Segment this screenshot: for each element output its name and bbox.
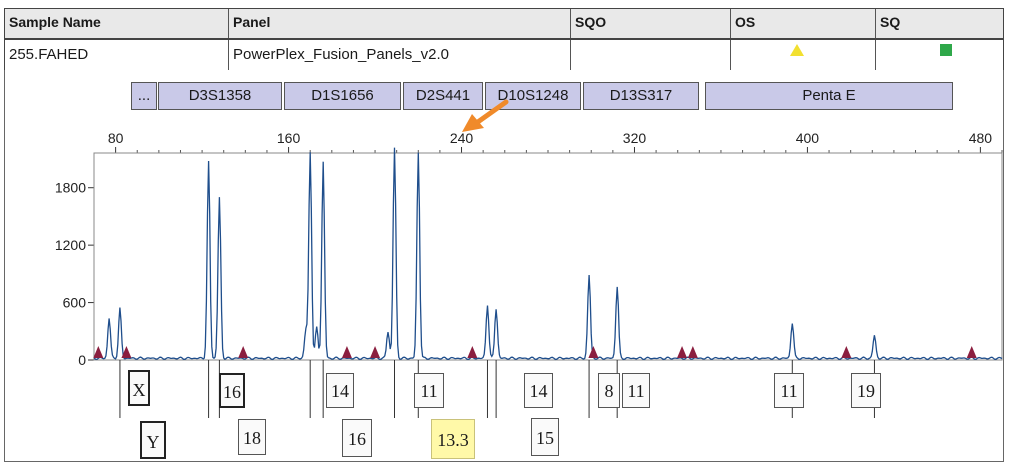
size-standard-triangle-icon [841, 346, 852, 358]
column-header-sqo[interactable]: SQO [571, 9, 731, 38]
allele-call-box[interactable]: 13.3 [431, 419, 475, 459]
orange-arrow-icon [462, 99, 509, 132]
allele-call-box[interactable]: 18 [238, 419, 266, 455]
marker-label: D2S441 [415, 87, 471, 104]
size-standard-triangle-icon [467, 346, 478, 358]
y-axis: 0 600 1200 1800 [55, 180, 94, 368]
allele-call-box[interactable]: Y [140, 421, 166, 459]
allele-call-box[interactable]: 8 [598, 373, 620, 408]
allele-call-box[interactable]: 14 [326, 373, 354, 408]
size-standard-triangle-icon [677, 346, 688, 358]
marker-more-button[interactable]: ... [131, 82, 157, 110]
allele-call-box[interactable]: 11 [622, 373, 650, 408]
x-axis: 80 160 240 320 400 480 [108, 130, 1003, 153]
series-line [93, 147, 1003, 361]
panel-cell[interactable]: PowerPlex_Fusion_Panels_v2.0 [229, 40, 571, 70]
allele-call-box[interactable]: 16 [342, 419, 372, 457]
y-tick-label: 600 [63, 295, 87, 311]
size-standard-triangle-icon [966, 346, 977, 358]
size-standard-triangle-icon [341, 346, 352, 358]
size-standard-triangle-icon [121, 346, 132, 358]
table-header-row: Sample Name Panel SQO OS SQ [5, 9, 1003, 40]
column-header-os[interactable]: OS [731, 9, 876, 38]
electropherogram-panel [4, 70, 1004, 462]
column-header-sample-name[interactable]: Sample Name [5, 9, 229, 38]
size-standard-triangle-icon [93, 346, 104, 358]
size-standard-triangle-icon [588, 346, 599, 358]
marker-label: D3S1358 [188, 87, 252, 104]
x-tick-label: 240 [450, 130, 474, 146]
allele-call-box[interactable]: 14 [524, 373, 553, 408]
sample-name-cell[interactable]: 255.FAHED [5, 40, 229, 70]
allele-call-box[interactable]: 19 [851, 373, 881, 408]
x-tick-label: 80 [108, 130, 124, 146]
marker-d1s1656[interactable]: D1S1656 [284, 82, 401, 110]
table-row[interactable]: 255.FAHED PowerPlex_Fusion_Panels_v2.0 [5, 40, 1003, 70]
plot-area [93, 152, 1003, 361]
marker-d3s1358[interactable]: D3S1358 [158, 82, 282, 110]
size-standard-triangle-icon [687, 346, 698, 358]
os-cell [731, 40, 876, 70]
marker-penta-e[interactable]: Penta E [705, 82, 953, 110]
column-header-sq[interactable]: SQ [880, 14, 901, 30]
size-standard-triangle-icon [238, 346, 249, 358]
size-standard-triangle-icon [370, 346, 381, 358]
allele-call-box[interactable]: 15 [531, 418, 559, 456]
marker-label: D13S317 [609, 87, 673, 104]
green-square-icon [940, 44, 952, 56]
marker-d2s441[interactable]: D2S441 [403, 82, 483, 110]
x-tick-label: 480 [969, 130, 993, 146]
allele-call-box[interactable]: X [128, 370, 150, 406]
sample-info-table: Sample Name Panel SQO OS SQ 255.FAHED Po… [4, 8, 1004, 70]
size-standard-markers [93, 346, 977, 358]
x-tick-label: 400 [796, 130, 820, 146]
allele-call-box[interactable]: 11 [414, 373, 444, 408]
marker-label: D1S1656 [311, 87, 374, 104]
ellipsis-icon: ... [137, 87, 151, 104]
column-header-panel[interactable]: Panel [229, 9, 571, 38]
x-tick-label: 160 [277, 130, 301, 146]
y-tick-label: 0 [78, 352, 86, 368]
sqo-cell [571, 40, 731, 70]
marker-label: D10S1248 [497, 87, 569, 104]
allele-call-box[interactable]: 16 [219, 373, 245, 408]
marker-label: Penta E [802, 87, 856, 104]
y-tick-label: 1200 [55, 237, 86, 253]
marker-d13s317[interactable]: D13S317 [583, 82, 699, 110]
allele-call-box[interactable]: 11 [774, 373, 804, 408]
yellow-triangle-icon [790, 44, 804, 56]
y-tick-label: 1800 [55, 180, 86, 196]
x-tick-label: 320 [623, 130, 647, 146]
